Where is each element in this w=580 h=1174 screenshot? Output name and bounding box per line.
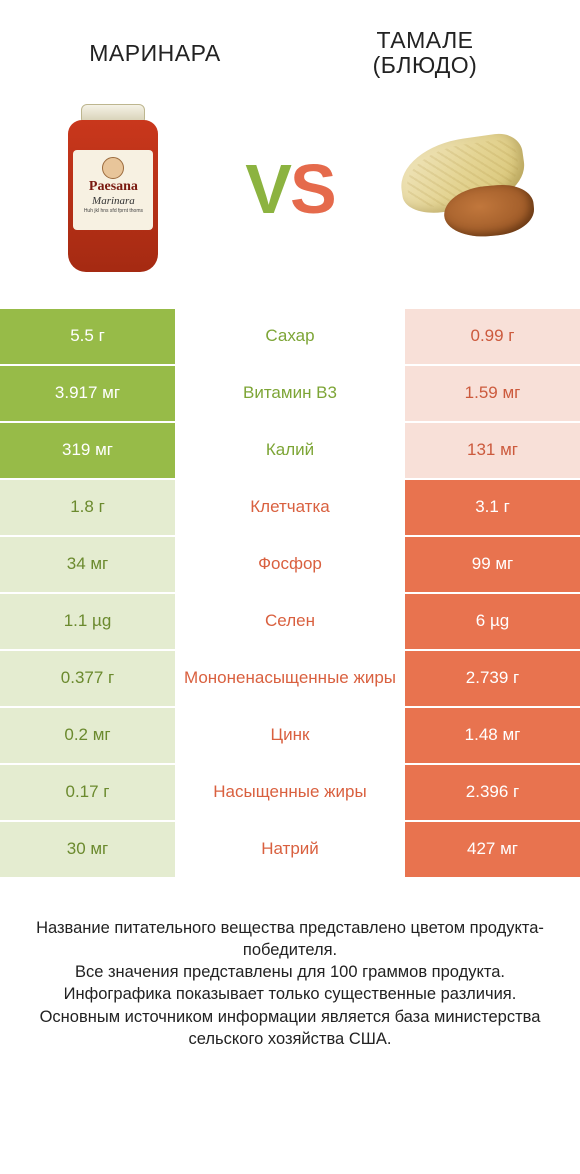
jar-sub: Marinara (77, 195, 149, 207)
nutrient-label: Цинк (175, 708, 405, 763)
left-product-title: МАРИНАРА (20, 41, 290, 66)
nutrient-label: Клетчатка (175, 480, 405, 535)
footer-line1: Название питательного вещества представл… (22, 917, 558, 962)
vs-row: Paesana Marinara Huh jkl hns sfd fprnt t… (0, 89, 580, 309)
left-value: 3.917 мг (0, 366, 175, 421)
left-value: 0.17 г (0, 765, 175, 820)
left-value: 34 мг (0, 537, 175, 592)
right-product-title-line2: (БЛЮДО) (290, 53, 560, 78)
right-value: 1.48 мг (405, 708, 580, 763)
header-right: ТАМАЛЕ (БЛЮДО) (290, 28, 560, 79)
vs-s: S (290, 150, 335, 228)
nutrient-label: Натрий (175, 822, 405, 877)
right-value: 427 мг (405, 822, 580, 877)
left-value: 0.377 г (0, 651, 175, 706)
right-value: 0.99 г (405, 309, 580, 364)
right-value: 99 мг (405, 537, 580, 592)
left-value: 319 мг (0, 423, 175, 478)
jar-icon: Paesana Marinara Huh jkl hns sfd fprnt t… (68, 104, 158, 274)
nutrient-label: Фосфор (175, 537, 405, 592)
nutrient-label: Сахар (175, 309, 405, 364)
right-value: 1.59 мг (405, 366, 580, 421)
tamale-icon (392, 131, 542, 246)
table-row: 319 мгКалий131 мг (0, 423, 580, 480)
left-value: 0.2 мг (0, 708, 175, 763)
nutrient-label: Мононенасыщенные жиры (175, 651, 405, 706)
right-product-title-line1: ТАМАЛЕ (290, 28, 560, 53)
nutrient-label: Селен (175, 594, 405, 649)
header-left: МАРИНАРА (20, 41, 290, 66)
table-row: 3.917 мгВитамин B31.59 мг (0, 366, 580, 423)
footer-line4: Основным источником информации является … (22, 1006, 558, 1051)
marinara-image: Paesana Marinara Huh jkl hns sfd fprnt t… (38, 99, 188, 279)
right-value: 2.739 г (405, 651, 580, 706)
vs-label: VS (245, 149, 334, 229)
left-value: 1.1 µg (0, 594, 175, 649)
table-row: 0.17 гНасыщенные жиры2.396 г (0, 765, 580, 822)
comparison-table: 5.5 гСахар0.99 г3.917 мгВитамин B31.59 м… (0, 309, 580, 879)
right-value: 6 µg (405, 594, 580, 649)
footer-notes: Название питательного вещества представл… (0, 879, 580, 1051)
jar-small: Huh jkl hns sfd fprnt thoms (77, 209, 149, 214)
jar-brand: Paesana (77, 179, 149, 195)
footer-line2: Все значения представлены для 100 граммо… (22, 961, 558, 983)
header: МАРИНАРА ТАМАЛЕ (БЛЮДО) (0, 0, 580, 89)
right-value: 131 мг (405, 423, 580, 478)
tamale-image (392, 99, 542, 279)
footer-line3: Инфографика показывает только существенн… (22, 983, 558, 1005)
right-value: 3.1 г (405, 480, 580, 535)
nutrient-label: Витамин B3 (175, 366, 405, 421)
left-value: 5.5 г (0, 309, 175, 364)
table-row: 34 мгФосфор99 мг (0, 537, 580, 594)
table-row: 30 мгНатрий427 мг (0, 822, 580, 879)
table-row: 0.2 мгЦинк1.48 мг (0, 708, 580, 765)
left-value: 1.8 г (0, 480, 175, 535)
table-row: 1.8 гКлетчатка3.1 г (0, 480, 580, 537)
table-row: 5.5 гСахар0.99 г (0, 309, 580, 366)
nutrient-label: Насыщенные жиры (175, 765, 405, 820)
table-row: 1.1 µgСелен6 µg (0, 594, 580, 651)
right-value: 2.396 г (405, 765, 580, 820)
nutrient-label: Калий (175, 423, 405, 478)
table-row: 0.377 гМононенасыщенные жиры2.739 г (0, 651, 580, 708)
vs-v: V (245, 150, 290, 228)
left-value: 30 мг (0, 822, 175, 877)
